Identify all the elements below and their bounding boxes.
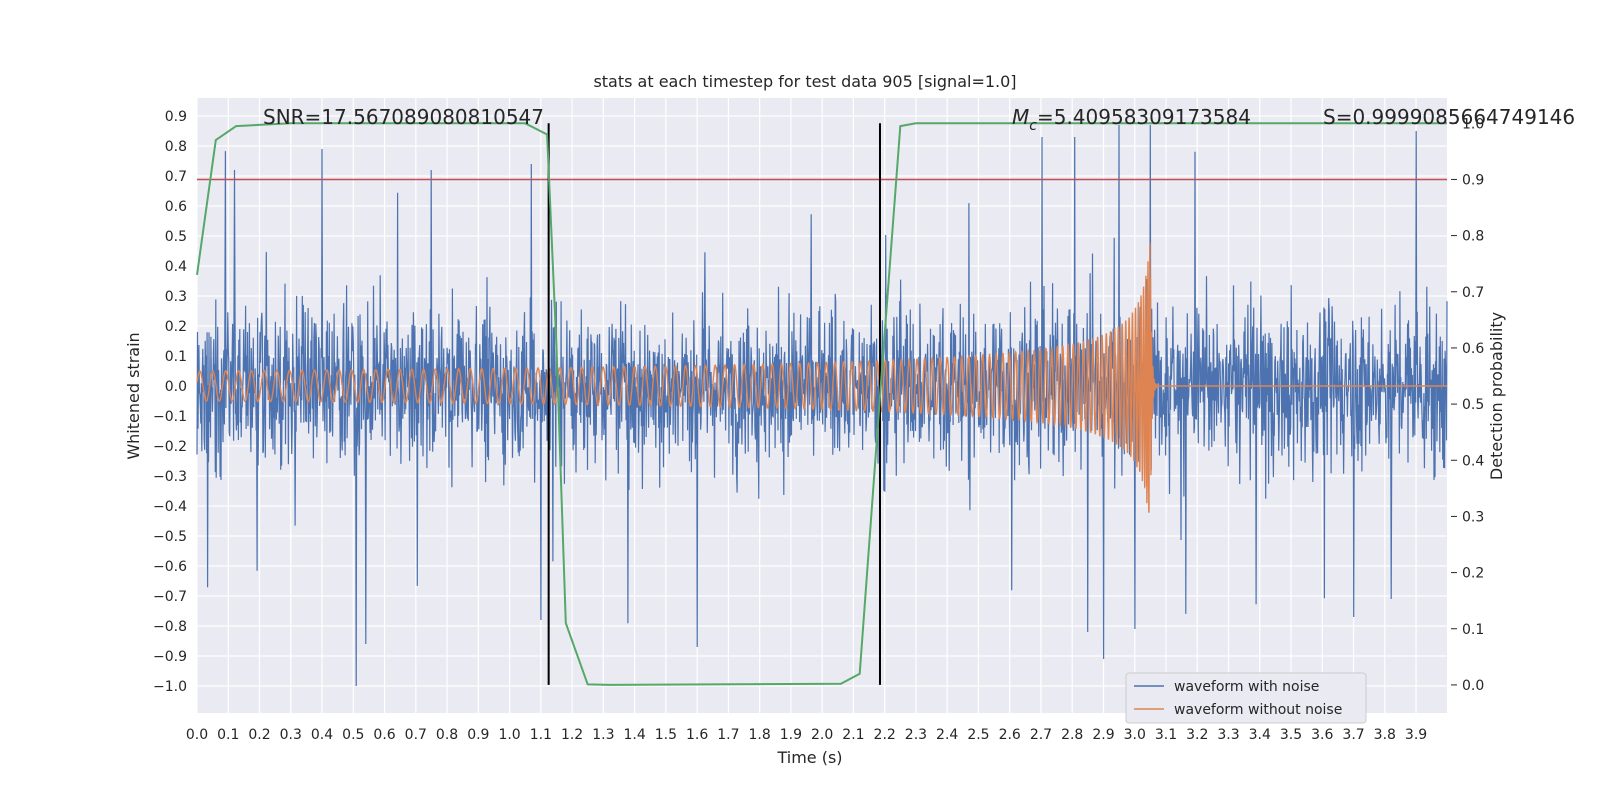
x-tick-label: 1.6	[686, 727, 708, 743]
legend-box	[1125, 672, 1367, 724]
x-tick-label: 1.8	[749, 727, 771, 743]
x-tick-label: 2.4	[936, 727, 958, 743]
y-tick-label: −0.9	[153, 649, 187, 665]
x-tick-label: 2.5	[967, 727, 989, 743]
x-tick-label: 3.8	[1374, 727, 1396, 743]
y2-tick-label: 0.8	[1462, 229, 1484, 245]
y-tick-label: 0.0	[165, 379, 187, 395]
x-tick-label: 0.1	[217, 727, 239, 743]
x-tick-label: 2.9	[1092, 727, 1114, 743]
x-tick-label: 2.0	[811, 727, 833, 743]
x-tick-label: 0.0	[186, 727, 208, 743]
x-tick-label: 2.2	[874, 727, 896, 743]
x-tick-label: 3.1	[1155, 727, 1177, 743]
y2-axis-label: Detection probability	[1487, 312, 1506, 480]
x-tick-label: 1.3	[592, 727, 614, 743]
y-tick-label: 0.3	[165, 289, 187, 305]
x-tick-label: 3.4	[1249, 727, 1271, 743]
y-axis-ticks: −1.0 −0.9 −0.8 −0.7 −0.6 −0.5 −0.4 −0.3 −0.2 −0.1…	[153, 109, 187, 695]
x-tick-label: 2.8	[1061, 727, 1083, 743]
sensitivity-annotation: S=0.9999085664749146	[1323, 105, 1575, 129]
legend: waveform with noise waveform without noi…	[1125, 672, 1367, 724]
x-tick-label: 0.4	[311, 727, 333, 743]
x-tick-label: 3.7	[1342, 727, 1364, 743]
x-tick-label: 0.8	[436, 727, 458, 743]
x-tick-label: 1.2	[561, 727, 583, 743]
x-tick-label: 1.4	[623, 727, 645, 743]
x-tick-label: 1.7	[717, 727, 739, 743]
x-axis-label: Time (s)	[776, 748, 842, 767]
x-tick-label: 2.3	[905, 727, 927, 743]
x-tick-label: 3.2	[1186, 727, 1208, 743]
y-tick-label: −0.2	[153, 439, 187, 455]
x-tick-label: 0.7	[405, 727, 427, 743]
x-tick-label: 3.5	[1280, 727, 1302, 743]
y-tick-label: −1.0	[153, 679, 187, 695]
snr-annotation: SNR=17.567089080810547	[263, 105, 544, 129]
x-tick-label: 2.6	[999, 727, 1021, 743]
y-tick-label: 0.8	[165, 139, 187, 155]
y-tick-label: 0.2	[165, 319, 187, 335]
y2-tick-label: 0.0	[1462, 678, 1484, 694]
y-tick-label: 0.5	[165, 229, 187, 245]
y-tick-label: −0.7	[153, 589, 187, 605]
series-detection-probability	[196, 122, 1447, 686]
x-tick-label: 3.9	[1405, 727, 1427, 743]
y-tick-label: −0.1	[153, 409, 187, 425]
y-tick-label: −0.6	[153, 559, 187, 575]
x-tick-label: 0.5	[342, 727, 364, 743]
x-tick-label: 0.3	[280, 727, 302, 743]
y2-tick-label: 0.9	[1462, 172, 1484, 188]
y-tick-label: −0.3	[153, 469, 187, 485]
x-tick-label: 1.5	[655, 727, 677, 743]
series-waveform-with-noise	[196, 124, 1448, 687]
x-axis-ticks: 0.0 0.1 0.2 0.3 0.4 0.5 0.6 0.7 0.8 0.9 1.0 1.1 1.2 1…	[186, 727, 1427, 743]
noise-line	[196, 124, 1448, 687]
chirp-mass-annotation: Mc=5.40958309173584	[1012, 105, 1251, 134]
y-tick-label: 0.9	[165, 109, 187, 125]
x-tick-label: 0.6	[373, 727, 395, 743]
x-tick-label: 0.9	[467, 727, 489, 743]
y-tick-label: −0.5	[153, 529, 187, 545]
legend-label-noise: waveform with noise	[1174, 679, 1319, 695]
chirp-mass-value: =5.40958309173584	[1037, 105, 1251, 129]
y2-tick-label: 0.3	[1462, 509, 1484, 525]
x-tick-label: 3.0	[1124, 727, 1146, 743]
x-tick-label: 3.3	[1217, 727, 1239, 743]
x-tick-label: 1.1	[530, 727, 552, 743]
chirp-mass-subscript: c	[1029, 118, 1037, 134]
y-tick-label: 0.7	[165, 169, 187, 185]
y-tick-label: 0.4	[165, 259, 187, 275]
x-tick-label: 1.0	[498, 727, 520, 743]
y2-tick-label: 0.1	[1462, 622, 1484, 638]
y-tick-label: −0.4	[153, 499, 187, 515]
y2-tick-label: 0.2	[1462, 566, 1484, 582]
x-tick-label: 0.2	[248, 727, 270, 743]
y-tick-label: −0.8	[153, 619, 187, 635]
y-tick-label: 0.1	[165, 349, 187, 365]
y2-tick-label: 0.6	[1462, 341, 1484, 357]
plot-series	[196, 122, 1448, 687]
y2-tick-label: 0.7	[1462, 285, 1484, 301]
y-axis-label: Whitened strain	[124, 332, 143, 459]
probability-line	[196, 122, 1447, 686]
x-tick-label: 1.9	[780, 727, 802, 743]
x-tick-label: 2.1	[842, 727, 864, 743]
series-waveform-without-noise	[196, 243, 1447, 513]
x-tick-label: 2.7	[1030, 727, 1052, 743]
y2-tick-label: 0.4	[1462, 453, 1484, 469]
y2-tick-label: 0.5	[1462, 397, 1484, 413]
legend-label-clean: waveform without noise	[1174, 702, 1342, 718]
chart-title: stats at each timestep for test data 905…	[593, 72, 1016, 91]
y-tick-label: 0.6	[165, 199, 187, 215]
y2-tick-label: 1.0	[1462, 116, 1484, 132]
chirp-mass-symbol: M	[1012, 105, 1029, 129]
y2-axis-ticks: 0.0 0.1 0.2 0.3 0.4 0.5 0.6 0.7 0.8 0.9 1.0	[1451, 116, 1484, 694]
x-tick-label: 3.6	[1311, 727, 1333, 743]
clean-line	[196, 243, 1447, 513]
